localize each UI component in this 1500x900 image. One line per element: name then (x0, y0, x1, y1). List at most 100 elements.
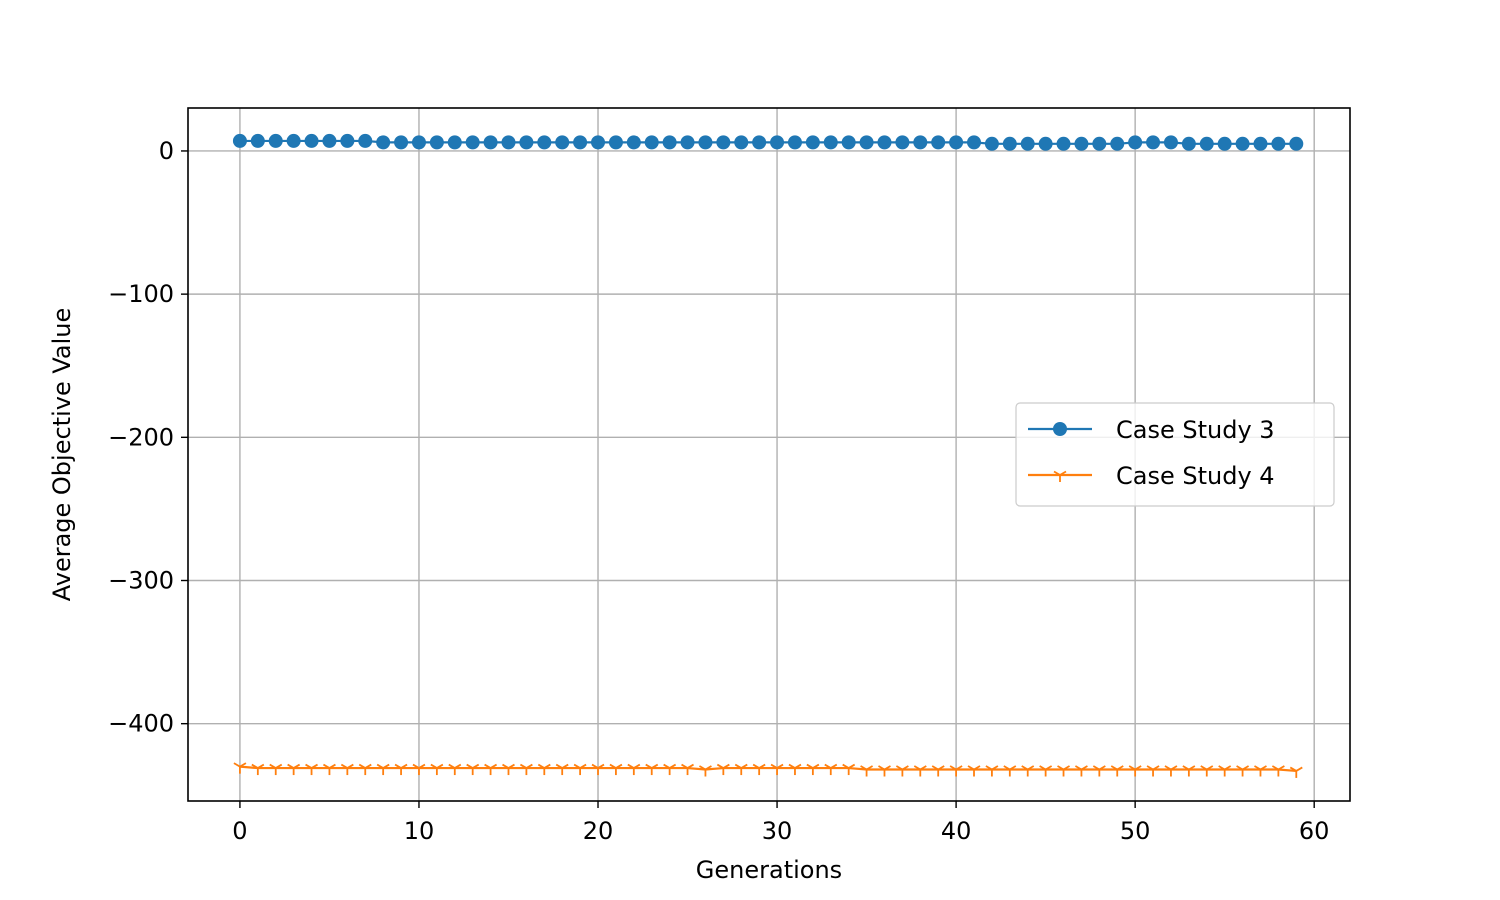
data-point (1146, 135, 1161, 150)
data-point (1181, 136, 1196, 151)
data-point (376, 763, 390, 776)
data-point (608, 135, 623, 150)
data-point (376, 135, 391, 150)
data-point (878, 765, 891, 777)
data-point (501, 135, 516, 150)
x-tick-label: 50 (1120, 817, 1151, 845)
data-point (770, 135, 785, 150)
data-point (232, 133, 247, 148)
data-point (1289, 136, 1304, 151)
x-axis-ticks: 0 10 20 30 40 50 60 (232, 801, 1329, 845)
data-point (1217, 136, 1232, 151)
x-tick-label: 20 (583, 817, 614, 845)
series-case-study-4 (233, 762, 1303, 778)
data-point (734, 763, 748, 776)
data-point (1128, 765, 1142, 777)
series-layer (232, 133, 1304, 778)
legend-entry-case-study-4: Case Study 4 (1028, 462, 1275, 490)
data-point (250, 133, 265, 148)
series-case-study-3 (232, 133, 1304, 151)
data-point (394, 135, 409, 150)
x-tick-label: 0 (232, 817, 247, 845)
data-point (1146, 765, 1160, 777)
data-point (1218, 765, 1232, 777)
data-point (824, 763, 838, 776)
data-point (1271, 136, 1286, 151)
data-point (1074, 765, 1088, 777)
data-point (1164, 765, 1178, 777)
data-point (841, 135, 856, 150)
data-point (287, 763, 301, 776)
data-point (860, 765, 874, 777)
data-point (573, 763, 587, 776)
data-point (645, 763, 659, 776)
data-point (1163, 135, 1178, 150)
legend-marker-case-study-3 (1053, 422, 1067, 436)
data-point (519, 135, 534, 150)
data-point (448, 763, 462, 776)
legend-marker-case-study-4 (1053, 470, 1067, 482)
data-point (913, 765, 927, 777)
data-point (269, 763, 283, 776)
data-point (895, 765, 909, 777)
data-point (787, 135, 802, 150)
data-point (1253, 136, 1268, 151)
data-point (1199, 136, 1214, 151)
data-point (1236, 765, 1250, 777)
data-point (1092, 765, 1106, 777)
plot-frame (187, 107, 1351, 802)
data-point (1110, 765, 1124, 777)
data-point (895, 135, 910, 150)
data-point (931, 135, 946, 150)
legend: Case Study 3 Case Study 4 (1015, 402, 1335, 507)
data-point (411, 135, 426, 150)
y-tick-label: −100 (108, 280, 174, 308)
data-point (1182, 765, 1196, 777)
legend-box (1015, 402, 1335, 507)
data-point (430, 763, 444, 776)
x-tick-label: 30 (762, 817, 793, 845)
data-point (984, 136, 999, 151)
data-point (663, 763, 677, 776)
data-point (1128, 135, 1143, 150)
legend-marker (1053, 470, 1067, 482)
data-point (734, 135, 749, 150)
data-point (931, 765, 945, 777)
data-point (1039, 765, 1053, 777)
data-point (644, 135, 659, 150)
data-point (1254, 765, 1267, 777)
data-point (591, 763, 605, 776)
data-point (251, 763, 265, 776)
data-point (1200, 765, 1214, 777)
data-point (268, 133, 283, 148)
data-point (305, 763, 318, 776)
data-point (466, 763, 480, 776)
y-tick-label: −200 (108, 423, 174, 451)
data-point (1092, 136, 1107, 151)
y-tick-label: −400 (108, 710, 174, 738)
data-point (1235, 136, 1250, 151)
data-point (286, 133, 301, 148)
data-point (340, 133, 355, 148)
data-point (591, 135, 606, 150)
data-point (788, 763, 802, 776)
data-point (340, 763, 354, 776)
data-point (358, 133, 373, 148)
data-point (752, 135, 767, 150)
data-point (537, 763, 551, 776)
data-point (1074, 136, 1089, 151)
data-point (716, 135, 731, 150)
data-point (1038, 136, 1053, 151)
x-tick-label: 40 (941, 817, 972, 845)
x-tick-label: 60 (1299, 817, 1330, 845)
data-point (465, 135, 480, 150)
data-point (716, 763, 730, 776)
y-axis-ticks: 0 −100 −200 −300 −400 (108, 137, 188, 738)
data-point (949, 135, 964, 150)
legend-label-case-study-4: Case Study 4 (1116, 462, 1275, 490)
data-point (573, 135, 588, 150)
data-point (322, 763, 336, 776)
data-point (949, 765, 963, 777)
data-point (985, 765, 999, 777)
